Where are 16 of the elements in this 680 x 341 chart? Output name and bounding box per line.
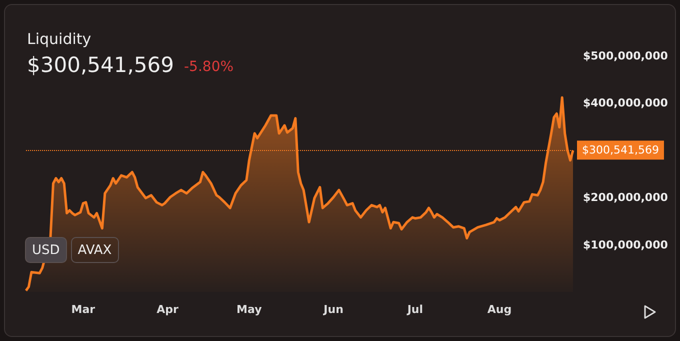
x-tick-label: Aug [487, 303, 512, 316]
y-tick-label: $500,000,000 [583, 50, 668, 62]
annotation: AVAX [70, 237, 119, 263]
x-tick-label: Jul [406, 303, 424, 316]
x-tick-label: Apr [156, 303, 179, 316]
x-tick-label: Mar [71, 303, 96, 316]
annotation: USD [25, 237, 67, 263]
x-tick-label: Jun [322, 303, 344, 316]
y-tick-label: $400,000,000 [583, 96, 668, 110]
chart-title: Liquidity [27, 30, 92, 48]
ref-line-label: $300,541,569 [582, 144, 659, 157]
x-tick-label: May [236, 303, 262, 316]
chart-subtitle: $300,541,569 [27, 53, 174, 77]
annotation: -5.80% [184, 59, 234, 75]
y-tick-label: $200,000,000 [583, 191, 668, 204]
y-tick-label: $100,000,000 [583, 238, 668, 252]
